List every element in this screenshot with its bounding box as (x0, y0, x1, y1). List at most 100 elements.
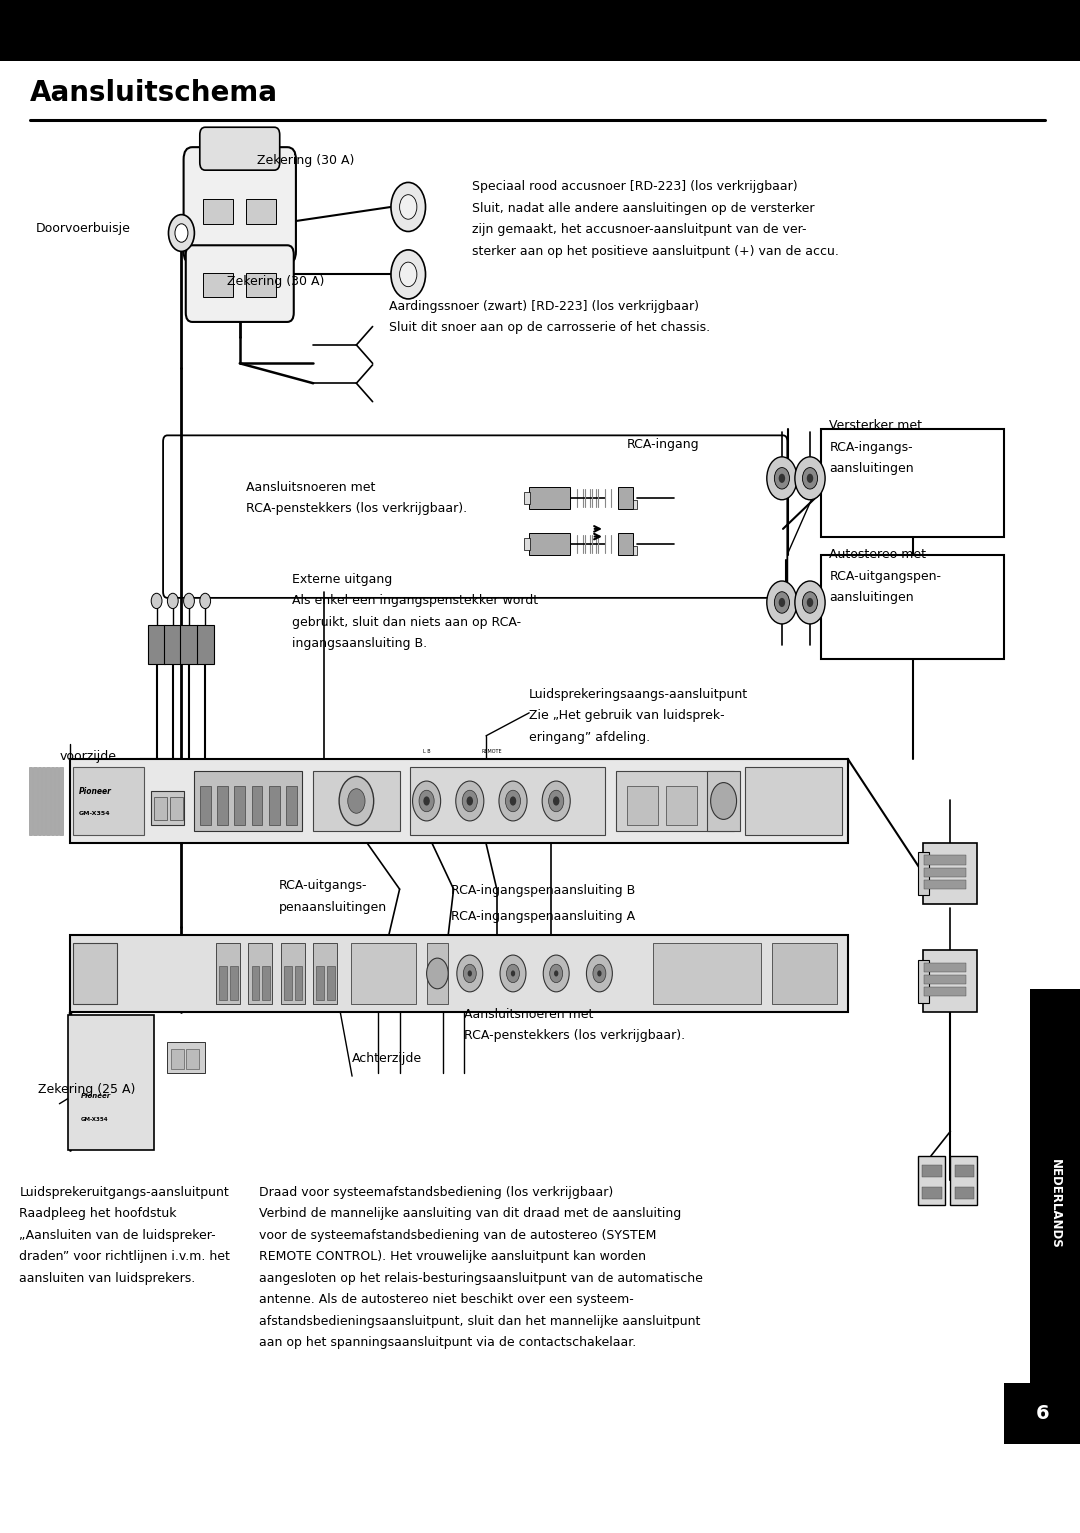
Bar (164, 625, 181, 664)
Bar (51, 766, 54, 835)
Circle shape (597, 970, 602, 977)
Circle shape (457, 955, 483, 992)
Circle shape (167, 593, 178, 609)
Bar (745, 766, 842, 835)
Bar (955, 1165, 974, 1177)
Bar (246, 273, 276, 297)
Text: REMOTE: REMOTE (481, 750, 502, 754)
Bar (924, 987, 966, 996)
Circle shape (774, 468, 789, 489)
Text: RCA-uitgangs-: RCA-uitgangs- (279, 880, 367, 892)
Bar (73, 943, 117, 1004)
Bar (618, 533, 633, 555)
Bar (618, 487, 633, 509)
Bar (180, 625, 198, 664)
Circle shape (774, 592, 789, 613)
Text: Luidsprekeringsaangs-aansluitpunt: Luidsprekeringsaangs-aansluitpunt (529, 688, 748, 701)
Bar (633, 500, 637, 509)
Bar (410, 766, 605, 835)
Text: Autostereo met: Autostereo met (829, 549, 927, 561)
Text: aan op het spanningsaansluitpunt via de contactschakelaar.: aan op het spanningsaansluitpunt via de … (259, 1337, 636, 1349)
Bar (216, 943, 240, 1004)
Text: aangesloten op het relais-besturingsaansluitpunt van de automatische: aangesloten op het relais-besturingsaans… (259, 1272, 703, 1285)
Bar (616, 771, 734, 831)
Circle shape (391, 182, 426, 231)
Text: REMOTE CONTROL). Het vrouwelijke aansluitpunt kan worden: REMOTE CONTROL). Het vrouwelijke aanslui… (259, 1251, 646, 1263)
Bar (252, 966, 259, 1000)
Circle shape (505, 791, 521, 812)
Text: Luidsprekeruitgangs-aansluitpunt: Luidsprekeruitgangs-aansluitpunt (19, 1187, 229, 1199)
Text: Aansluitsnoeren met: Aansluitsnoeren met (246, 481, 376, 494)
Bar (295, 966, 302, 1000)
Text: Sluit, nadat alle andere aansluitingen op de versterker: Sluit, nadat alle andere aansluitingen o… (472, 202, 814, 215)
Bar (924, 868, 966, 877)
Bar (821, 555, 1004, 659)
Text: gebruikt, sluit dan niets aan op RCA-: gebruikt, sluit dan niets aan op RCA- (292, 616, 521, 629)
Bar (922, 1187, 942, 1199)
Bar (351, 943, 416, 1004)
Text: voor de systeemafstandsbediening van de autostereo (SYSTEM: voor de systeemafstandsbediening van de … (259, 1229, 657, 1242)
Bar (316, 966, 324, 1000)
Text: Zie „Het gebruik van luidsprek-: Zie „Het gebruik van luidsprek- (529, 710, 725, 722)
Bar (923, 950, 977, 1012)
Circle shape (802, 468, 818, 489)
Circle shape (795, 581, 825, 624)
Text: NEDERLANDS: NEDERLANDS (1049, 1159, 1062, 1248)
Circle shape (423, 797, 430, 806)
Bar (821, 429, 1004, 537)
Bar (68, 1015, 154, 1150)
Bar (148, 625, 165, 664)
Circle shape (779, 474, 785, 483)
Bar (59, 766, 63, 835)
Text: Zekering (30 A): Zekering (30 A) (227, 276, 324, 288)
Text: RCA-penstekkers (los verkrijgbaar).: RCA-penstekkers (los verkrijgbaar). (246, 503, 468, 515)
Text: RCA-ingang: RCA-ingang (626, 438, 699, 451)
Text: Achterzijde: Achterzijde (352, 1053, 422, 1065)
Text: „Aansluiten van de luidspreker-: „Aansluiten van de luidspreker- (19, 1229, 216, 1242)
Bar (529, 487, 570, 509)
Text: aansluitingen: aansluitingen (829, 592, 914, 604)
Bar (955, 1187, 974, 1199)
Bar (923, 843, 977, 904)
Circle shape (795, 457, 825, 500)
Text: voorzijde: voorzijde (59, 751, 117, 763)
Bar (313, 943, 337, 1004)
Text: zijn gemaakt, het accusnoer-aansluitpunt van de ver-: zijn gemaakt, het accusnoer-aansluitpunt… (472, 224, 807, 236)
Circle shape (779, 598, 785, 607)
Circle shape (510, 797, 516, 806)
Text: Pioneer: Pioneer (81, 1093, 111, 1099)
Bar (918, 852, 929, 895)
Text: antenne. Als de autostereo niet beschikt over een systeem-: antenne. Als de autostereo niet beschikt… (259, 1294, 634, 1306)
Bar (918, 960, 929, 1003)
Circle shape (468, 970, 472, 977)
Circle shape (419, 791, 434, 812)
Bar (1004, 1383, 1080, 1444)
Text: RCA-penstekkers (los verkrijgbaar).: RCA-penstekkers (los verkrijgbaar). (464, 1030, 686, 1042)
Bar (269, 786, 280, 825)
Circle shape (467, 797, 473, 806)
Text: Speciaal rood accusnoer [RD-223] (los verkrijgbaar): Speciaal rood accusnoer [RD-223] (los ve… (472, 181, 798, 193)
Circle shape (586, 955, 612, 992)
Bar (524, 538, 530, 550)
Bar (327, 966, 335, 1000)
Circle shape (767, 457, 797, 500)
Text: penaansluitingen: penaansluitingen (279, 901, 387, 914)
Bar (262, 966, 270, 1000)
Text: afstandsbedieningsaansluitpunt, sluit dan het mannelijke aansluitpunt: afstandsbedieningsaansluitpunt, sluit da… (259, 1315, 701, 1328)
Text: RCA-ingangspenaansluiting A: RCA-ingangspenaansluiting A (451, 911, 635, 923)
Bar (633, 546, 637, 555)
Circle shape (400, 195, 417, 219)
Bar (918, 1156, 945, 1205)
Text: sterker aan op het positieve aansluitpunt (+) van de accu.: sterker aan op het positieve aansluitpun… (472, 245, 839, 258)
Text: Aansluitschema: Aansluitschema (30, 80, 279, 107)
Circle shape (427, 958, 448, 989)
Text: GM-X354: GM-X354 (81, 1116, 109, 1122)
Bar (234, 786, 245, 825)
Text: Sluit dit snoer aan op de carrosserie of het chassis.: Sluit dit snoer aan op de carrosserie of… (389, 322, 710, 334)
Bar (529, 533, 570, 555)
Circle shape (462, 791, 477, 812)
Circle shape (807, 598, 813, 607)
Text: Draad voor systeemafstandsbediening (los verkrijgbaar): Draad voor systeemafstandsbediening (los… (259, 1187, 613, 1199)
Bar (219, 966, 227, 1000)
Bar (246, 199, 276, 224)
